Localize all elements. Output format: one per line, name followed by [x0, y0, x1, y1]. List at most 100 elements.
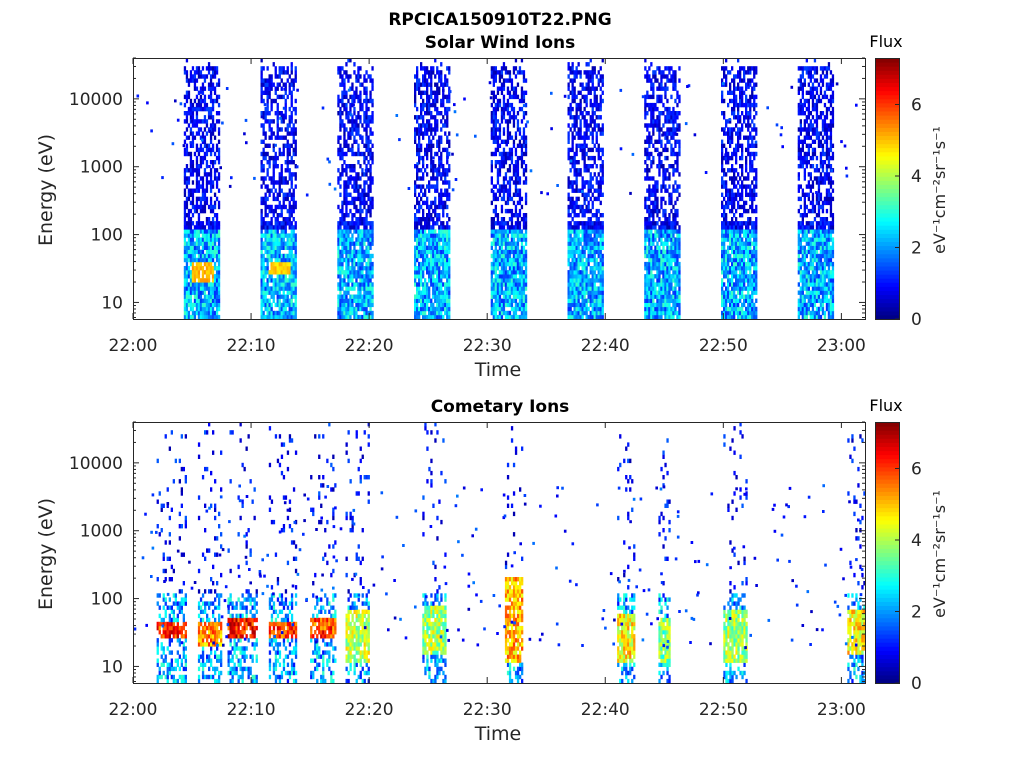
heatmap-cell — [593, 229, 596, 234]
heatmap-cell — [654, 261, 657, 267]
heatmap-cell — [213, 286, 217, 291]
heatmap-cell — [658, 294, 661, 299]
heatmap-cell — [567, 274, 570, 279]
heatmap-cell — [416, 164, 419, 169]
heatmap-cell — [197, 282, 201, 287]
heatmap-cell — [195, 290, 199, 295]
heatmap-cell — [583, 70, 586, 75]
heatmap-cell — [341, 66, 344, 71]
heatmap-cell — [422, 261, 425, 267]
heatmap-cell — [444, 180, 447, 185]
heatmap-cell — [514, 213, 518, 218]
heatmap-cell — [211, 217, 215, 222]
heatmap-cell — [446, 135, 449, 140]
heatmap-cell — [416, 302, 419, 308]
heatmap-cell — [284, 192, 287, 197]
heatmap-cell — [601, 298, 604, 303]
heatmap-cell — [512, 278, 516, 283]
heatmap-cell — [345, 306, 348, 312]
heatmap-cell — [187, 294, 191, 299]
heatmap-cell — [644, 245, 647, 250]
heatmap-cell — [601, 282, 604, 287]
heatmap-cell — [286, 147, 289, 153]
heatmap-cell — [500, 160, 504, 165]
heatmap-cell — [191, 266, 195, 271]
heatmap-cell — [646, 139, 649, 144]
heatmap-cell — [369, 119, 372, 124]
heatmap-cell — [264, 270, 267, 275]
heatmap-cell — [369, 274, 372, 279]
heatmap-cell — [278, 176, 281, 181]
heatmap-cell — [434, 245, 437, 250]
heatmap-cell — [193, 282, 197, 287]
heatmap-cell — [270, 314, 273, 320]
heatmap-cell — [201, 176, 205, 181]
heatmap-cell — [430, 151, 433, 157]
heatmap-cell — [591, 245, 594, 250]
heatmap-cell — [418, 298, 421, 303]
heatmap-cell — [510, 78, 514, 83]
heatmap-cell — [278, 261, 281, 267]
heatmap-cell — [601, 82, 604, 87]
heatmap-cell — [644, 160, 647, 165]
heatmap-cell — [424, 188, 427, 193]
heatmap-cell — [197, 172, 201, 177]
heatmap-cell — [581, 204, 584, 210]
heatmap-cell — [420, 306, 423, 312]
heatmap-cell — [274, 310, 277, 316]
heatmap-cell — [284, 102, 287, 108]
heatmap-cell — [522, 294, 526, 299]
heatmap-cell — [347, 278, 350, 283]
heatmap-cell — [500, 106, 504, 112]
heatmap-cell — [567, 184, 570, 189]
heatmap-cell — [579, 237, 582, 242]
heatmap-cell — [199, 314, 203, 320]
heatmap-cell — [498, 241, 502, 246]
heatmap-cell — [567, 233, 570, 238]
heatmap-cell — [448, 229, 451, 234]
heatmap-cell — [353, 266, 356, 271]
heatmap-cell — [351, 298, 354, 303]
heatmap-cell — [658, 66, 661, 71]
heatmap-cell — [438, 213, 441, 218]
heatmap-cell — [654, 229, 657, 234]
heatmap-cell — [438, 168, 441, 173]
heatmap-cell — [428, 233, 431, 238]
heatmap-cell — [646, 310, 649, 316]
heatmap-cell — [201, 245, 205, 250]
heatmap-cell — [349, 229, 352, 234]
heatmap-cell — [292, 253, 295, 259]
heatmap-cell — [648, 78, 651, 83]
heatmap-cell — [567, 310, 570, 316]
heatmap-cell — [268, 188, 271, 193]
heatmap-cell — [262, 217, 265, 222]
heatmap-cell — [591, 78, 594, 83]
heatmap-cell — [426, 261, 429, 267]
heatmap-cell — [288, 172, 291, 177]
heatmap-cell — [595, 208, 598, 214]
heatmap-cell — [646, 253, 649, 259]
heatmap-cell — [514, 306, 518, 312]
heatmap-cell — [276, 314, 279, 320]
heatmap-cell — [593, 241, 596, 246]
heatmap-cell — [357, 225, 360, 230]
heatmap-cell — [189, 172, 193, 177]
heatmap-cell — [215, 70, 219, 75]
heatmap-cell — [193, 249, 197, 255]
heatmap-cell — [343, 298, 346, 303]
heatmap-cell — [599, 176, 602, 181]
heatmap-cell — [500, 249, 504, 255]
heatmap-cell — [490, 176, 493, 181]
heatmap-cell — [420, 123, 423, 128]
heatmap-cell — [522, 245, 526, 250]
heatmap-cell — [436, 233, 439, 238]
heatmap-cell — [262, 257, 265, 263]
heatmap-cell — [197, 314, 201, 320]
heatmap-cell — [183, 213, 187, 218]
heatmap-cell — [500, 217, 504, 222]
heatmap-cell — [341, 78, 344, 83]
heatmap-cell — [345, 282, 348, 287]
heatmap-cell — [520, 306, 524, 312]
heatmap-cell — [490, 180, 493, 185]
heatmap-cell — [446, 306, 449, 312]
